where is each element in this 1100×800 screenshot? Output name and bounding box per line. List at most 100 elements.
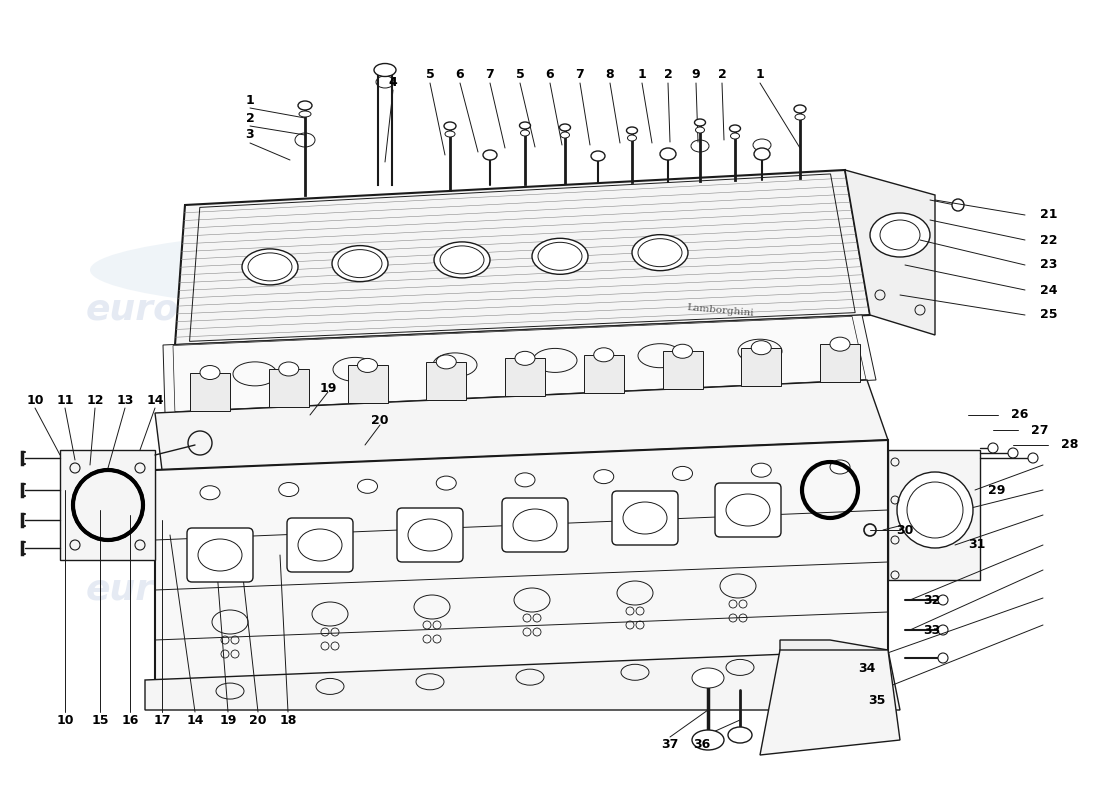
- Circle shape: [1028, 453, 1038, 463]
- Polygon shape: [845, 170, 935, 335]
- Ellipse shape: [627, 135, 637, 141]
- Ellipse shape: [299, 111, 311, 117]
- Ellipse shape: [332, 246, 388, 282]
- Circle shape: [988, 443, 998, 453]
- Text: 34: 34: [858, 662, 876, 674]
- Polygon shape: [888, 450, 980, 580]
- FancyBboxPatch shape: [187, 528, 253, 582]
- Ellipse shape: [358, 479, 377, 494]
- Ellipse shape: [730, 133, 739, 139]
- Polygon shape: [427, 362, 466, 400]
- Polygon shape: [190, 373, 230, 410]
- Ellipse shape: [444, 122, 456, 130]
- Text: 25: 25: [1040, 309, 1057, 322]
- Text: 19: 19: [219, 714, 236, 726]
- Ellipse shape: [751, 463, 771, 477]
- Ellipse shape: [754, 148, 770, 160]
- Polygon shape: [155, 440, 888, 680]
- Ellipse shape: [594, 470, 614, 484]
- Ellipse shape: [695, 127, 704, 133]
- Ellipse shape: [694, 119, 705, 126]
- Text: 1: 1: [245, 94, 254, 106]
- Text: 12: 12: [86, 394, 103, 406]
- FancyBboxPatch shape: [287, 518, 353, 572]
- Text: 20: 20: [372, 414, 388, 426]
- Ellipse shape: [295, 133, 315, 147]
- FancyBboxPatch shape: [715, 483, 781, 537]
- Text: eurospares: eurospares: [86, 293, 315, 327]
- Text: 5: 5: [516, 69, 525, 82]
- Ellipse shape: [520, 130, 529, 136]
- Ellipse shape: [376, 76, 394, 88]
- Text: 3: 3: [245, 129, 254, 142]
- Polygon shape: [820, 344, 860, 382]
- Ellipse shape: [660, 148, 676, 160]
- Ellipse shape: [830, 337, 850, 351]
- Ellipse shape: [515, 351, 535, 366]
- Text: 14: 14: [186, 714, 204, 726]
- Text: 2: 2: [717, 69, 726, 82]
- Text: 23: 23: [1040, 258, 1057, 271]
- Ellipse shape: [532, 238, 588, 274]
- Ellipse shape: [672, 344, 693, 358]
- Ellipse shape: [200, 366, 220, 379]
- Text: 27: 27: [1031, 423, 1048, 437]
- Text: 18: 18: [279, 714, 297, 726]
- Text: eurospares: eurospares: [465, 293, 694, 327]
- Polygon shape: [175, 170, 870, 345]
- Ellipse shape: [434, 242, 490, 278]
- FancyBboxPatch shape: [502, 498, 568, 552]
- Ellipse shape: [692, 668, 724, 688]
- Text: 30: 30: [896, 523, 913, 537]
- Ellipse shape: [729, 125, 740, 132]
- Text: 10: 10: [56, 714, 74, 726]
- Ellipse shape: [632, 234, 688, 270]
- Polygon shape: [145, 650, 900, 710]
- FancyBboxPatch shape: [612, 491, 678, 545]
- Polygon shape: [780, 640, 888, 710]
- Text: 9: 9: [692, 69, 701, 82]
- Ellipse shape: [594, 348, 614, 362]
- Ellipse shape: [627, 127, 638, 134]
- Ellipse shape: [691, 140, 710, 152]
- Polygon shape: [348, 366, 387, 403]
- Circle shape: [896, 472, 974, 548]
- Polygon shape: [584, 354, 624, 393]
- Text: 37: 37: [661, 738, 679, 751]
- Text: 28: 28: [1062, 438, 1078, 451]
- Ellipse shape: [446, 131, 455, 137]
- Ellipse shape: [751, 341, 771, 354]
- Text: 4: 4: [388, 75, 397, 89]
- Ellipse shape: [672, 466, 693, 481]
- Ellipse shape: [437, 355, 456, 369]
- Ellipse shape: [483, 150, 497, 160]
- Polygon shape: [163, 315, 876, 413]
- Text: 26: 26: [1011, 409, 1028, 422]
- Ellipse shape: [754, 139, 771, 151]
- Polygon shape: [505, 358, 544, 396]
- Text: 15: 15: [91, 714, 109, 726]
- Polygon shape: [60, 450, 155, 560]
- Ellipse shape: [278, 482, 299, 497]
- Text: 5: 5: [426, 69, 434, 82]
- Polygon shape: [741, 348, 781, 386]
- Circle shape: [938, 625, 948, 635]
- Text: 10: 10: [26, 394, 44, 406]
- Polygon shape: [268, 369, 309, 407]
- Ellipse shape: [830, 460, 850, 474]
- Ellipse shape: [437, 476, 456, 490]
- Circle shape: [1008, 448, 1018, 458]
- Text: 13: 13: [117, 394, 134, 406]
- Ellipse shape: [358, 358, 377, 373]
- Ellipse shape: [794, 105, 806, 113]
- Circle shape: [952, 199, 964, 211]
- Text: 22: 22: [1040, 234, 1057, 246]
- Ellipse shape: [692, 730, 724, 750]
- Polygon shape: [662, 351, 703, 390]
- Text: 1: 1: [756, 69, 764, 82]
- Text: 29: 29: [988, 483, 1005, 497]
- Ellipse shape: [298, 101, 312, 110]
- Text: 36: 36: [693, 738, 711, 751]
- Ellipse shape: [560, 124, 571, 131]
- FancyBboxPatch shape: [397, 508, 463, 562]
